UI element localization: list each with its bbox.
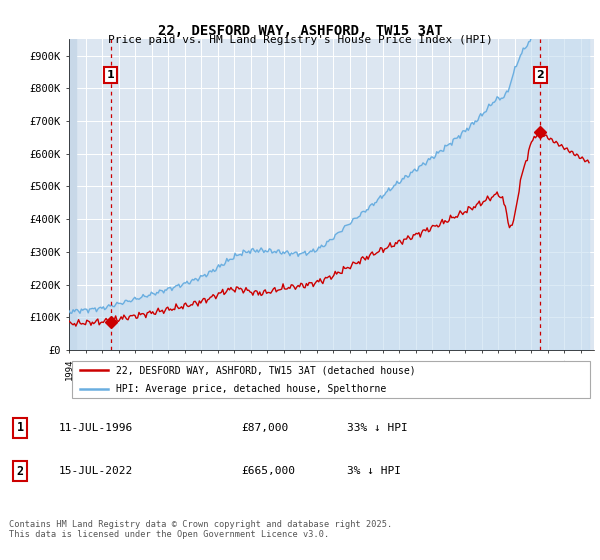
Text: 22, DESFORD WAY, ASHFORD, TW15 3AT (detached house): 22, DESFORD WAY, ASHFORD, TW15 3AT (deta… (116, 365, 416, 375)
Text: £87,000: £87,000 (241, 423, 289, 433)
Text: 3% ↓ HPI: 3% ↓ HPI (347, 466, 401, 477)
Text: Price paid vs. HM Land Registry's House Price Index (HPI): Price paid vs. HM Land Registry's House … (107, 35, 493, 45)
Text: 22, DESFORD WAY, ASHFORD, TW15 3AT: 22, DESFORD WAY, ASHFORD, TW15 3AT (158, 24, 442, 38)
Text: 15-JUL-2022: 15-JUL-2022 (59, 466, 133, 477)
Text: 1: 1 (107, 70, 115, 80)
Text: 33% ↓ HPI: 33% ↓ HPI (347, 423, 408, 433)
Text: HPI: Average price, detached house, Spelthorne: HPI: Average price, detached house, Spel… (116, 384, 386, 394)
Bar (69, 39, 77, 350)
Text: 1: 1 (17, 421, 24, 435)
Text: 2: 2 (536, 70, 544, 80)
Text: Contains HM Land Registry data © Crown copyright and database right 2025.
This d: Contains HM Land Registry data © Crown c… (9, 520, 392, 539)
Text: £665,000: £665,000 (241, 466, 295, 477)
Text: 11-JUL-1996: 11-JUL-1996 (59, 423, 133, 433)
FancyBboxPatch shape (71, 361, 590, 398)
Text: 2: 2 (17, 465, 24, 478)
